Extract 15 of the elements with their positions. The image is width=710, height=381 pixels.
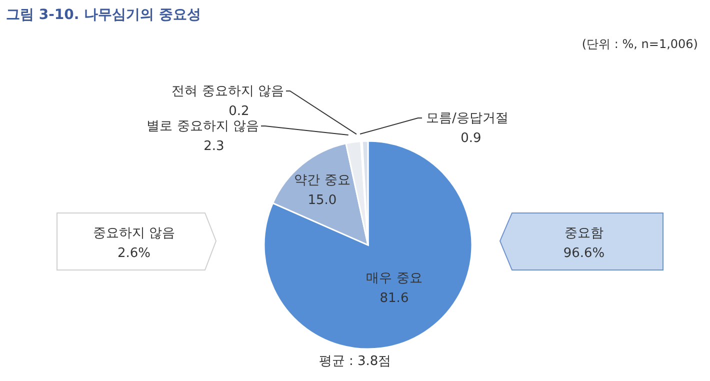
- data-label: 0.9: [460, 131, 482, 146]
- data-label: 81.6: [380, 290, 409, 306]
- slice-label: 별로 중요하지 않음: [146, 119, 259, 134]
- text: 중요함 96.6%: [563, 226, 605, 261]
- text: 평균 : 3.8점: [318, 353, 392, 370]
- slice-label: 전혀 중요하지 않음: [172, 84, 284, 99]
- data-label: 0.2: [228, 104, 250, 119]
- chart-title: 그림 3-10. 나무심기의 중요성: [6, 6, 201, 24]
- text: (단위 : %, n=1,006): [582, 36, 698, 53]
- text: 중요하지 않음 2.6%: [92, 226, 176, 261]
- data-label: 2.3: [204, 139, 224, 154]
- slice-label: 약간 중요: [294, 173, 350, 188]
- slice-label: 매우 중요: [366, 270, 422, 286]
- slice-label: 모름/응답거절: [426, 111, 508, 126]
- data-label: 15.0: [308, 193, 337, 208]
